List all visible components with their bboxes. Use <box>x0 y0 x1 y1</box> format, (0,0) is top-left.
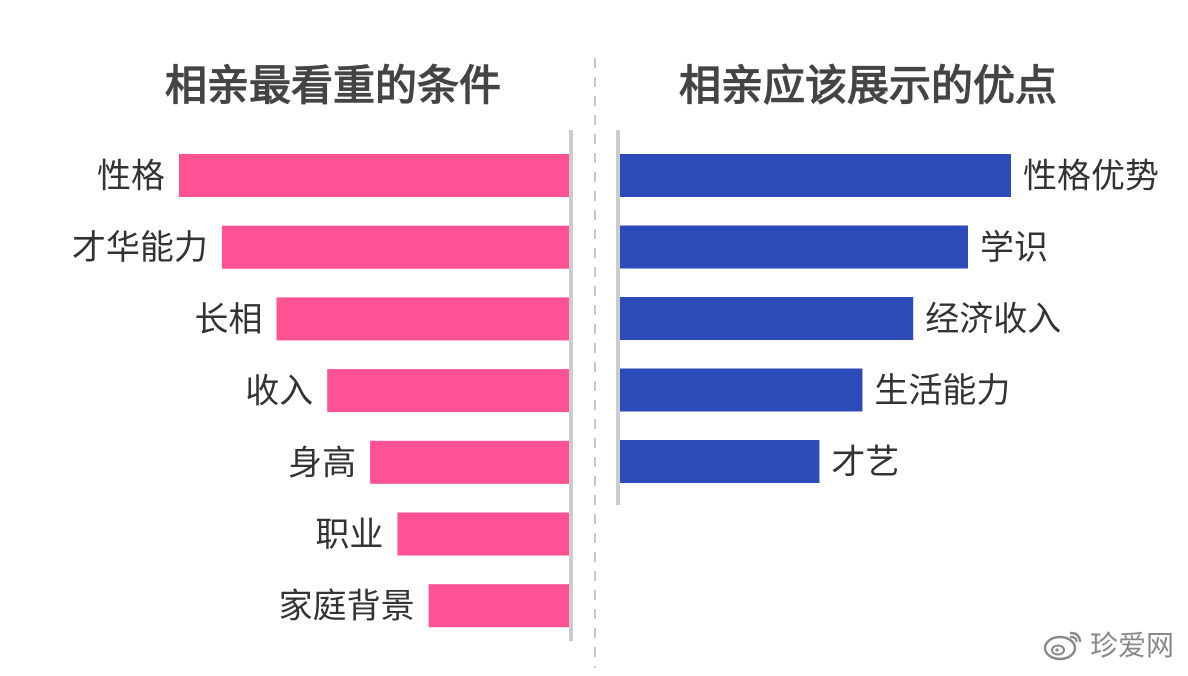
right-bar-1 <box>620 225 968 269</box>
left-bar-4 <box>370 440 569 484</box>
left-bar-label-4: 身高 <box>288 443 356 483</box>
left-chart-title: 相亲最看重的条件 <box>165 61 501 110</box>
right-bar-0 <box>620 154 1011 197</box>
right-bar-label-3: 生活能力 <box>874 371 1010 411</box>
left-bar-label-3: 收入 <box>245 372 313 412</box>
right-bar-label-1: 学识 <box>980 228 1048 268</box>
right-bar-label-0: 性格优势 <box>1023 157 1159 197</box>
left-bar-2 <box>276 297 569 341</box>
right-bar-4 <box>620 440 820 483</box>
left-bar-label-0: 性格 <box>97 157 165 197</box>
left-bar-0 <box>179 154 569 197</box>
left-bar-label-5: 职业 <box>315 515 383 555</box>
right-bar-label-4: 才艺 <box>831 443 899 483</box>
left-bar-label-2: 长相 <box>195 300 263 340</box>
left-bar-label-1: 才华能力 <box>72 228 208 268</box>
left-bar-1 <box>221 225 569 269</box>
watermark-text: 珍爱网 <box>1089 629 1174 662</box>
right-bar-label-2: 经济收入 <box>925 300 1061 340</box>
right-bar-3 <box>620 368 863 412</box>
weibo-icon <box>1043 631 1082 661</box>
left-bar-6 <box>428 584 569 628</box>
right-chart-title: 相亲应该展示的优点 <box>679 61 1057 110</box>
left-bar-3 <box>327 369 569 413</box>
right-bar-2 <box>620 297 914 340</box>
left-bar-5 <box>397 512 569 556</box>
left-bar-label-6: 家庭背景 <box>279 587 415 627</box>
watermark: 珍爱网 <box>1042 624 1174 664</box>
